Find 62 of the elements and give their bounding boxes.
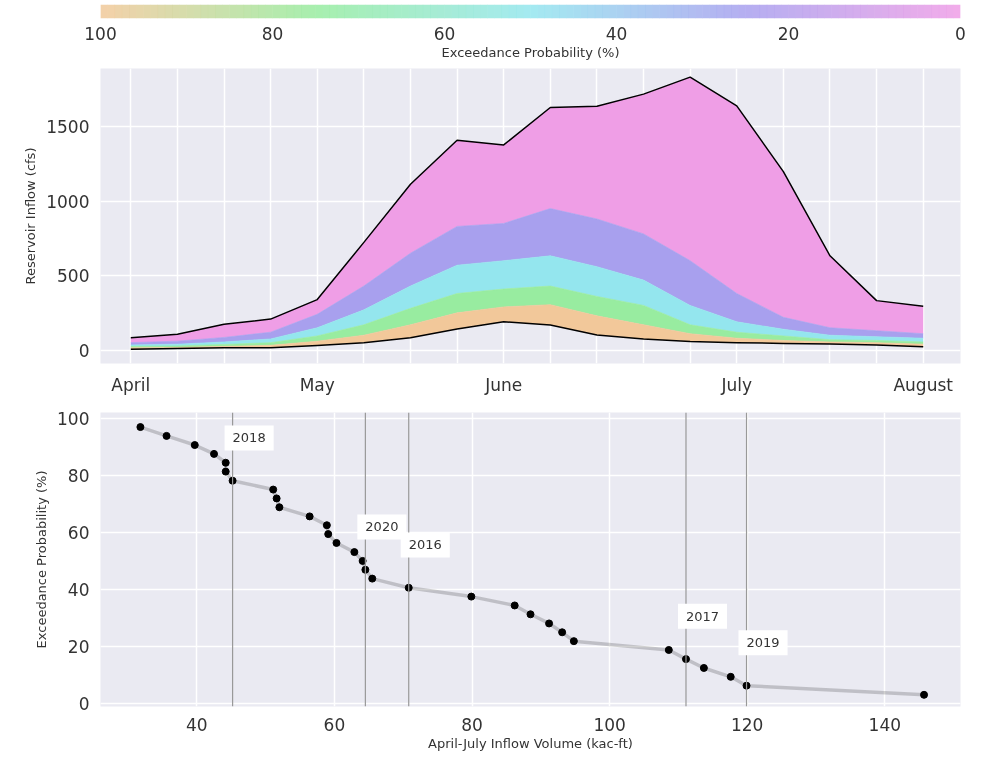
x-tick-label: July bbox=[720, 374, 753, 395]
y-tick-label: 40 bbox=[67, 579, 90, 600]
x-tick-label: June bbox=[484, 374, 523, 395]
y-tick-label: 80 bbox=[67, 465, 90, 486]
x-tick-label: May bbox=[299, 374, 335, 395]
x-tick-label: 60 bbox=[323, 714, 346, 735]
y-tick-label: 60 bbox=[67, 522, 90, 543]
x-tick-label: April bbox=[111, 374, 151, 395]
point bbox=[162, 431, 171, 440]
x-tick-label: 100 bbox=[593, 714, 626, 735]
point bbox=[275, 503, 284, 512]
point bbox=[272, 494, 281, 503]
color-bar-label: 0 bbox=[955, 23, 966, 44]
y-tick-label: 0 bbox=[78, 340, 90, 361]
x-tick-label: August bbox=[893, 374, 954, 395]
point bbox=[350, 548, 359, 557]
x-tick-label: 80 bbox=[461, 714, 483, 735]
point bbox=[221, 467, 230, 476]
annotation: 2019 bbox=[746, 635, 780, 651]
x-tick-label: 140 bbox=[868, 714, 902, 735]
color-bar-label: 60 bbox=[433, 23, 456, 44]
x-tick-label: 120 bbox=[731, 714, 764, 735]
annotation: 2018 bbox=[232, 430, 266, 446]
point bbox=[210, 449, 219, 458]
point bbox=[136, 423, 145, 432]
color-bar-label: 20 bbox=[777, 23, 800, 44]
point bbox=[322, 521, 331, 530]
point bbox=[324, 530, 333, 539]
point bbox=[467, 592, 476, 601]
point bbox=[558, 628, 567, 637]
point bbox=[920, 690, 929, 699]
point bbox=[221, 458, 230, 467]
point bbox=[332, 538, 341, 547]
point bbox=[569, 637, 578, 646]
point bbox=[305, 512, 314, 521]
color-bar-title: Exceedance Probability (%) bbox=[441, 44, 620, 60]
y-axis-title: Reservoir Inflow (cfs) bbox=[23, 147, 39, 285]
x-axis-title: April-July Inflow Volume (kac-ft) bbox=[428, 735, 633, 751]
point bbox=[726, 672, 735, 681]
point bbox=[545, 619, 554, 628]
annotation: 2016 bbox=[408, 537, 442, 553]
point bbox=[699, 663, 708, 672]
color-bar-label: 40 bbox=[605, 23, 628, 44]
color-bar-label: 80 bbox=[261, 23, 284, 44]
annotation: 2017 bbox=[685, 608, 720, 624]
y-tick-label: 0 bbox=[78, 694, 90, 715]
point bbox=[190, 441, 199, 450]
point bbox=[368, 574, 377, 583]
point bbox=[510, 601, 519, 610]
point bbox=[269, 485, 278, 494]
y-axis-title: Exceedance Probability (%) bbox=[34, 470, 50, 649]
point bbox=[664, 645, 673, 654]
point bbox=[358, 556, 367, 565]
x-tick-label: 40 bbox=[186, 714, 208, 735]
y-tick-label: 1000 bbox=[46, 191, 90, 212]
y-tick-label: 1500 bbox=[46, 117, 90, 138]
line-series bbox=[130, 321, 924, 351]
y-tick-label: 500 bbox=[57, 266, 90, 287]
y-tick-label: 20 bbox=[67, 637, 90, 658]
y-tick-label: 100 bbox=[57, 408, 90, 429]
annotation: 2020 bbox=[365, 519, 399, 535]
point bbox=[526, 610, 535, 619]
